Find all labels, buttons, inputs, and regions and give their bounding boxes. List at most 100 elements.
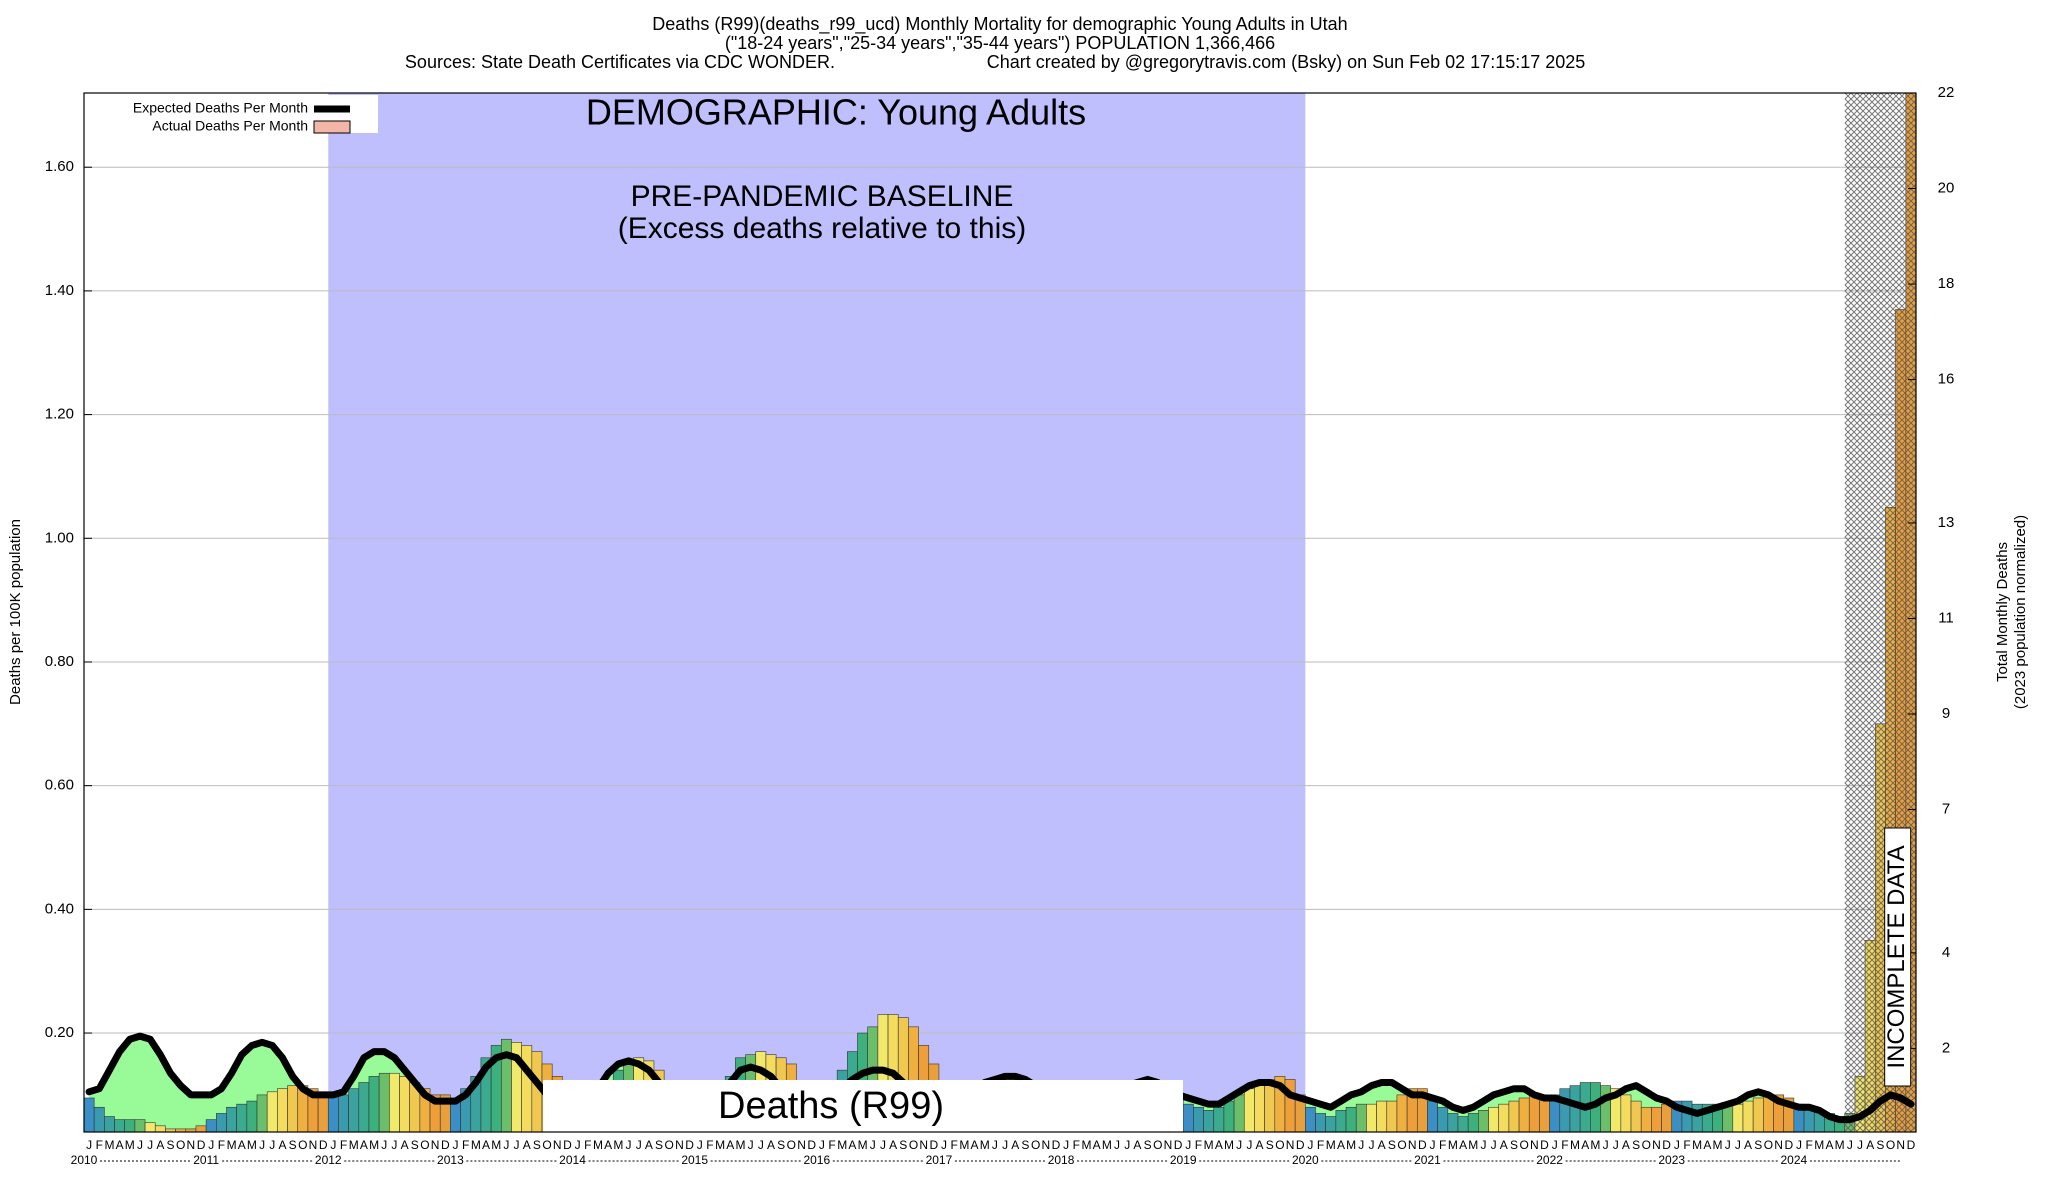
overlay-box — [543, 1080, 1183, 1132]
month-label: O — [542, 1138, 551, 1152]
month-label: J — [1847, 1138, 1853, 1152]
bar — [216, 1113, 227, 1132]
month-label: J — [1002, 1138, 1008, 1152]
month-label: F — [828, 1138, 835, 1152]
month-label: A — [726, 1138, 734, 1152]
year-label: 2022 — [1536, 1153, 1563, 1167]
month-label: J — [1124, 1138, 1130, 1152]
bar — [521, 1045, 533, 1132]
month-label: N — [1164, 1138, 1173, 1152]
bar — [1661, 1103, 1673, 1132]
bar — [134, 1119, 146, 1132]
bar — [1182, 1103, 1194, 1132]
month-label: J — [269, 1138, 275, 1152]
plot-frame — [83, 92, 1917, 1133]
year-label: 2010 — [71, 1153, 98, 1167]
bar — [1620, 1094, 1632, 1132]
bar — [1651, 1106, 1662, 1132]
bar — [358, 1082, 370, 1132]
year-label: 2020 — [1292, 1153, 1319, 1167]
month-label: M — [227, 1138, 237, 1152]
bar — [1488, 1106, 1500, 1132]
month-label: J — [1735, 1138, 1741, 1152]
bar — [104, 1116, 115, 1132]
month-label: A — [848, 1138, 856, 1152]
month-label: F — [1561, 1138, 1568, 1152]
month-label: J — [1114, 1138, 1120, 1152]
bar — [1528, 1094, 1540, 1132]
legend-label: Expected Deaths Per Month — [133, 100, 308, 116]
incomplete-label-bg — [1884, 827, 1912, 1087]
overlay-label: Deaths (R99) — [718, 1085, 944, 1127]
baseline-note: (Excess deaths relative to this) — [618, 212, 1027, 245]
month-label: M — [1082, 1138, 1092, 1152]
month-label: N — [553, 1138, 562, 1152]
legend-label: Actual Deaths Per Month — [152, 118, 308, 134]
month-label: M — [1570, 1138, 1580, 1152]
bar — [1203, 1110, 1215, 1132]
month-label: F — [1683, 1138, 1690, 1152]
bar — [1335, 1110, 1347, 1132]
bar — [1447, 1113, 1459, 1132]
month-label: D — [197, 1138, 206, 1152]
month-label: J — [1552, 1138, 1558, 1152]
month-label: D — [1662, 1138, 1671, 1152]
month-label: J — [1725, 1138, 1731, 1152]
month-label: J — [259, 1138, 265, 1152]
month-label: J — [208, 1138, 214, 1152]
y2-tick-label: 11 — [1938, 609, 1954, 626]
month-label: A — [1703, 1138, 1711, 1152]
month-label: D — [1540, 1138, 1549, 1152]
month-label: J — [870, 1138, 876, 1152]
month-label: S — [1510, 1138, 1518, 1152]
y2-tick-label: 16 — [1938, 371, 1955, 388]
bar — [1742, 1100, 1754, 1132]
bar — [236, 1103, 248, 1132]
month-label: A — [360, 1138, 368, 1152]
overlays: 0.20 0.40 0.60 0.80 1.00 1.20 1.40 1.60 2 4 7 9 11 13… — [45, 84, 1955, 1167]
bar — [1498, 1103, 1510, 1132]
bar — [1518, 1097, 1530, 1132]
month-label: J — [1480, 1138, 1486, 1152]
month-label: S — [1388, 1138, 1396, 1152]
bar — [287, 1085, 299, 1132]
baseline-label: PRE-PANDEMIC BASELINE — [631, 180, 1014, 213]
month-label: D — [319, 1138, 328, 1152]
month-label: S — [899, 1138, 907, 1152]
month-label: N — [1774, 1138, 1783, 1152]
bar — [246, 1100, 258, 1132]
month-label: M — [593, 1138, 603, 1152]
month-label: F — [1195, 1138, 1202, 1152]
month-label: M — [613, 1138, 623, 1152]
bar — [1223, 1100, 1235, 1132]
bar — [450, 1100, 461, 1132]
y-tick-label: 1.00 — [45, 529, 74, 546]
y2-tick-label: 20 — [1938, 180, 1955, 197]
y-tick-label: 0.40 — [45, 900, 74, 917]
bar — [1305, 1106, 1316, 1132]
month-label: M — [1224, 1138, 1234, 1152]
bar — [378, 1072, 390, 1132]
month-label: M — [471, 1138, 481, 1152]
month-label: F — [1317, 1138, 1324, 1152]
month-label: M — [1692, 1138, 1702, 1152]
y-tick-label: 0.20 — [45, 1024, 74, 1041]
month-label: A — [523, 1138, 531, 1152]
month-label: J — [1236, 1138, 1242, 1152]
bar — [1478, 1110, 1489, 1132]
month-label: O — [176, 1138, 185, 1152]
month-label: J — [86, 1138, 92, 1152]
month-label: D — [1052, 1138, 1061, 1152]
month-label: D — [1907, 1138, 1916, 1152]
month-label: D — [1784, 1138, 1793, 1152]
month-label: N — [431, 1138, 440, 1152]
month-label: J — [992, 1138, 998, 1152]
month-label: M — [369, 1138, 379, 1152]
month-label: S — [1876, 1138, 1884, 1152]
month-label: J — [503, 1138, 509, 1152]
bar — [389, 1072, 400, 1132]
sources: Sources: State Death Certificates via CD… — [405, 52, 835, 72]
bar — [1325, 1116, 1337, 1132]
bar — [1691, 1103, 1703, 1132]
